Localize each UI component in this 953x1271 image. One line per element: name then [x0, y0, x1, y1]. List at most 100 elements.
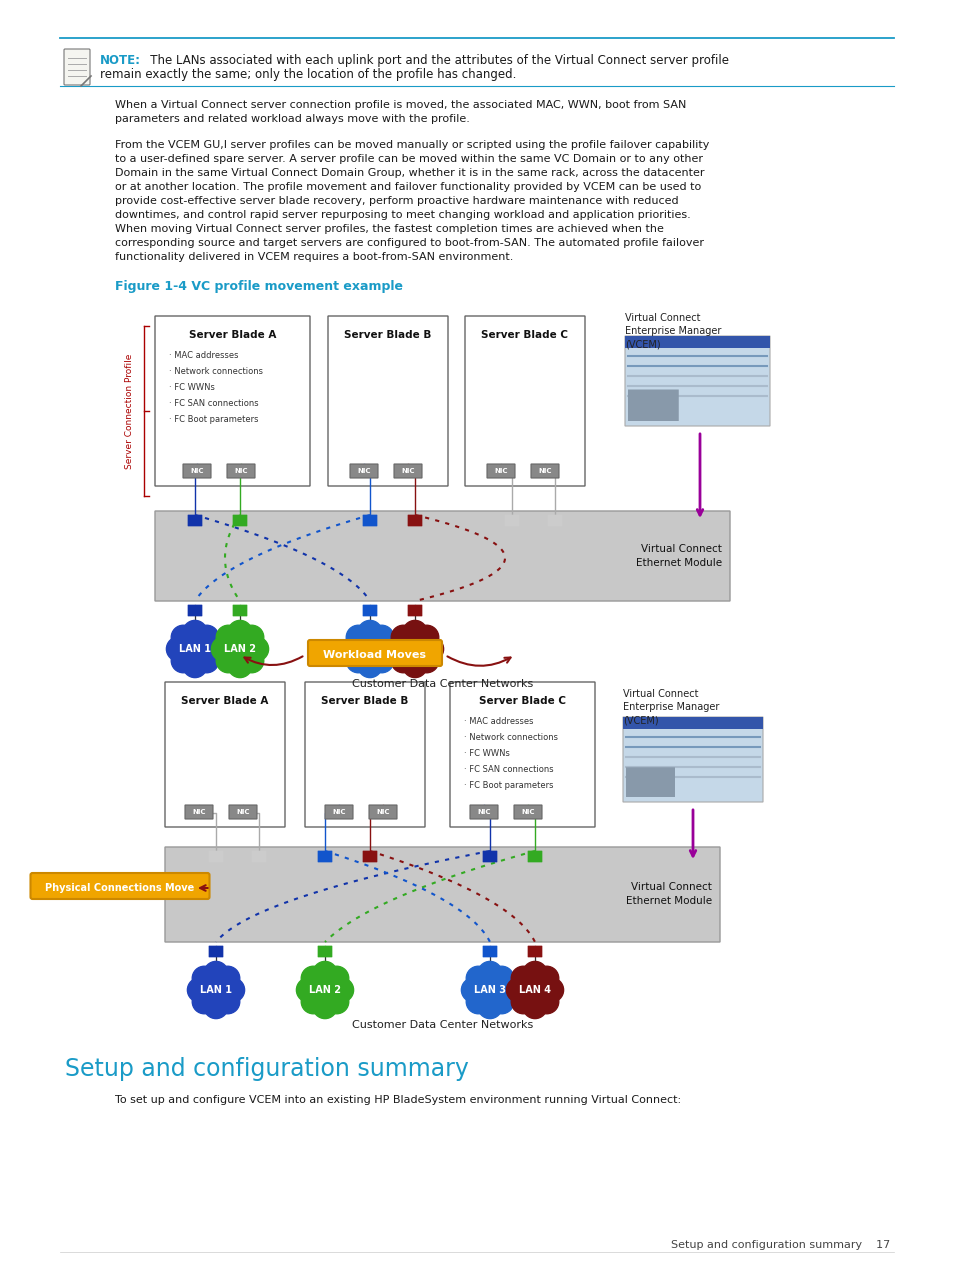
- FancyBboxPatch shape: [317, 852, 332, 862]
- FancyBboxPatch shape: [622, 717, 762, 802]
- Circle shape: [511, 990, 535, 1014]
- Circle shape: [172, 627, 216, 671]
- FancyBboxPatch shape: [188, 605, 202, 616]
- FancyBboxPatch shape: [482, 946, 497, 957]
- Circle shape: [228, 620, 252, 644]
- FancyBboxPatch shape: [308, 641, 441, 666]
- Text: Workload Moves: Workload Moves: [323, 649, 426, 660]
- FancyBboxPatch shape: [624, 336, 769, 348]
- FancyBboxPatch shape: [450, 683, 595, 827]
- Text: Server Blade C: Server Blade C: [481, 330, 568, 341]
- Circle shape: [419, 637, 443, 661]
- Circle shape: [357, 620, 382, 644]
- Text: NIC: NIC: [520, 810, 535, 815]
- FancyBboxPatch shape: [470, 805, 497, 819]
- Text: Customer Data Center Networks: Customer Data Center Networks: [352, 1021, 533, 1030]
- Text: NOTE:: NOTE:: [100, 53, 141, 67]
- Text: LAN 4: LAN 4: [518, 985, 551, 995]
- Circle shape: [374, 637, 398, 661]
- FancyBboxPatch shape: [209, 852, 223, 862]
- Circle shape: [477, 961, 501, 985]
- Circle shape: [216, 625, 240, 649]
- Text: · FC SAN connections: · FC SAN connections: [169, 399, 258, 408]
- FancyBboxPatch shape: [408, 605, 421, 616]
- FancyBboxPatch shape: [154, 511, 729, 601]
- Circle shape: [402, 620, 427, 644]
- FancyBboxPatch shape: [394, 464, 421, 478]
- Circle shape: [489, 990, 514, 1014]
- FancyBboxPatch shape: [527, 946, 541, 957]
- Circle shape: [301, 990, 325, 1014]
- Circle shape: [171, 625, 195, 649]
- Circle shape: [239, 625, 263, 649]
- Text: Setup and configuration summary: Setup and configuration summary: [65, 1057, 468, 1082]
- Text: · Network connections: · Network connections: [463, 733, 558, 742]
- Circle shape: [468, 969, 512, 1012]
- FancyBboxPatch shape: [229, 805, 256, 819]
- Text: Virtual Connect
Ethernet Module: Virtual Connect Ethernet Module: [636, 544, 721, 568]
- Circle shape: [216, 648, 240, 672]
- Text: Server Blade C: Server Blade C: [478, 697, 565, 705]
- Text: Virtual Connect
Enterprise Manager
(VCEM): Virtual Connect Enterprise Manager (VCEM…: [622, 689, 719, 726]
- FancyBboxPatch shape: [165, 683, 285, 827]
- Circle shape: [239, 648, 263, 672]
- Text: Server Blade A: Server Blade A: [181, 697, 269, 705]
- Circle shape: [194, 625, 218, 649]
- Text: Server Blade B: Server Blade B: [344, 330, 432, 341]
- FancyBboxPatch shape: [514, 805, 541, 819]
- Text: LAN 1: LAN 1: [200, 985, 232, 995]
- Circle shape: [534, 966, 558, 990]
- Circle shape: [228, 653, 252, 677]
- Text: Virtual Connect
Enterprise Manager
(VCEM): Virtual Connect Enterprise Manager (VCEM…: [624, 313, 720, 350]
- FancyBboxPatch shape: [30, 873, 210, 899]
- Text: NIC: NIC: [234, 468, 248, 474]
- Text: Server Connection Profile: Server Connection Profile: [126, 353, 134, 469]
- FancyBboxPatch shape: [350, 464, 377, 478]
- Circle shape: [301, 966, 325, 990]
- FancyBboxPatch shape: [504, 515, 518, 526]
- Circle shape: [215, 990, 239, 1014]
- Circle shape: [489, 966, 514, 990]
- FancyBboxPatch shape: [464, 316, 584, 486]
- Text: downtimes, and control rapid server repurposing to meet changing workload and ap: downtimes, and control rapid server repu…: [115, 210, 690, 220]
- Circle shape: [313, 994, 336, 1018]
- Text: NIC: NIC: [193, 810, 206, 815]
- Text: The LANs associated with each uplink port and the attributes of the Virtual Conn: The LANs associated with each uplink por…: [139, 53, 728, 67]
- Text: Server Blade A: Server Blade A: [189, 330, 276, 341]
- Text: NIC: NIC: [494, 468, 507, 474]
- FancyBboxPatch shape: [233, 515, 247, 526]
- Circle shape: [183, 620, 207, 644]
- Text: · MAC addresses: · MAC addresses: [169, 351, 238, 360]
- Circle shape: [296, 977, 320, 1002]
- Circle shape: [461, 977, 485, 1002]
- FancyBboxPatch shape: [363, 515, 376, 526]
- Circle shape: [393, 627, 436, 671]
- Text: · FC Boot parameters: · FC Boot parameters: [169, 416, 258, 425]
- Text: · FC Boot parameters: · FC Boot parameters: [463, 780, 553, 791]
- Circle shape: [324, 966, 349, 990]
- Text: NIC: NIC: [401, 468, 415, 474]
- Circle shape: [357, 653, 382, 677]
- Circle shape: [313, 961, 336, 985]
- FancyBboxPatch shape: [165, 846, 720, 942]
- Circle shape: [511, 966, 535, 990]
- FancyBboxPatch shape: [183, 464, 211, 478]
- FancyBboxPatch shape: [64, 50, 90, 85]
- FancyBboxPatch shape: [233, 605, 247, 616]
- Circle shape: [415, 625, 438, 649]
- FancyBboxPatch shape: [547, 515, 561, 526]
- Circle shape: [220, 977, 244, 1002]
- FancyBboxPatch shape: [527, 852, 541, 862]
- Text: LAN 3: LAN 3: [474, 985, 505, 995]
- Text: NIC: NIC: [190, 468, 204, 474]
- FancyBboxPatch shape: [624, 336, 769, 426]
- FancyBboxPatch shape: [625, 768, 675, 797]
- Text: · FC WWNs: · FC WWNs: [169, 383, 214, 391]
- FancyBboxPatch shape: [369, 805, 396, 819]
- Text: When a Virtual Connect server connection profile is moved, the associated MAC, W: When a Virtual Connect server connection…: [115, 100, 685, 111]
- Circle shape: [212, 637, 235, 661]
- Text: provide cost-effective server blade recovery, perform proactive hardware mainten: provide cost-effective server blade reco…: [115, 196, 678, 206]
- Text: NIC: NIC: [356, 468, 371, 474]
- Text: remain exactly the same; only the location of the profile has changed.: remain exactly the same; only the locati…: [100, 69, 516, 81]
- Text: From the VCEM GU,I server profiles can be moved manually or scripted using the p: From the VCEM GU,I server profiles can b…: [115, 140, 709, 150]
